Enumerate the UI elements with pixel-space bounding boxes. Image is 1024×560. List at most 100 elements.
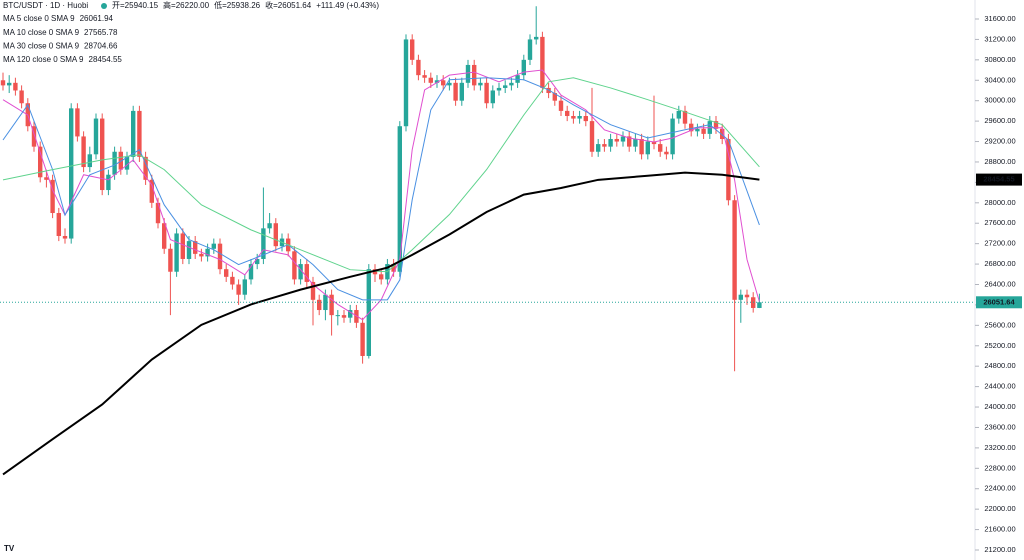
candle-body: [292, 251, 297, 280]
candle-body: [658, 144, 663, 152]
candle-body: [211, 243, 216, 249]
y-tick-label: 24000.00: [984, 402, 1015, 411]
y-tick-label: 30400.00: [984, 75, 1015, 84]
candle-body: [620, 136, 626, 142]
plot: [0, 6, 975, 476]
y-tick-label: 28800.00: [984, 157, 1015, 166]
y-tick-label: 27600.00: [984, 218, 1015, 227]
candle-body: [664, 151, 669, 155]
candle-body: [323, 294, 328, 311]
y-tick-label: 21600.00: [984, 525, 1015, 534]
y-tick-label: 29600.00: [984, 116, 1015, 125]
legend-value: 27565.78: [84, 28, 118, 37]
candle-body: [558, 100, 564, 111]
candle-body: [242, 279, 247, 295]
candle-body: [298, 264, 303, 280]
candle-body: [44, 177, 49, 180]
candle-body: [403, 39, 409, 127]
candle-body: [236, 284, 241, 295]
price-tag: [976, 296, 1022, 309]
y-tick-label: 29200.00: [984, 137, 1015, 146]
candle-body: [534, 36, 539, 40]
candle-body: [273, 223, 278, 247]
legend-value: 26061.94: [80, 14, 114, 23]
candle-body: [521, 59, 526, 76]
candle-body: [416, 59, 421, 76]
y-tick-label: 22400.00: [984, 484, 1015, 493]
y-tick-label: 28000.00: [984, 198, 1015, 207]
candle-body: [627, 136, 632, 147]
candle-body: [589, 121, 595, 152]
y-tick-label: 22800.00: [984, 463, 1015, 472]
candle-body: [205, 248, 210, 257]
candle-body: [50, 179, 55, 214]
candle-body: [199, 253, 204, 257]
candle-body: [0, 80, 6, 86]
candle-body: [155, 202, 161, 224]
y-tick-label: 30800.00: [984, 55, 1015, 64]
candle-body: [744, 294, 750, 298]
candle-body: [397, 126, 402, 272]
candle-body: [428, 77, 433, 83]
legend-label: MA 30 close 0 SMA 9: [3, 42, 80, 51]
candle-body: [379, 274, 384, 280]
candle-body: [174, 233, 179, 272]
legend-label: MA 10 close 0 SMA 9: [3, 28, 80, 37]
candle-body: [651, 141, 657, 145]
candle-body: [602, 144, 607, 147]
candle-body: [137, 110, 142, 157]
candle-body: [93, 118, 99, 155]
candle-body: [509, 82, 514, 86]
candle-body: [447, 82, 452, 86]
candle-body: [726, 138, 731, 201]
y-tick-label: 31200.00: [984, 34, 1015, 43]
candle-body: [267, 223, 272, 229]
status-dot: [101, 3, 107, 9]
candle-body: [689, 123, 694, 132]
candle-body: [732, 200, 737, 300]
candle-body: [217, 243, 223, 270]
candle-body: [248, 264, 254, 280]
candle-body: [360, 322, 365, 356]
candle-body: [676, 110, 681, 119]
candle-body: [75, 108, 80, 137]
candle-body: [757, 302, 762, 308]
candle-body: [422, 75, 427, 78]
candle-body: [633, 138, 638, 147]
candle-body: [608, 138, 613, 147]
candle-body: [453, 82, 458, 101]
legend-value: 28704.66: [84, 42, 118, 51]
candle-body: [335, 315, 340, 317]
candle-body: [186, 241, 192, 259]
ohlc-value: +111.49 (+0.43%): [316, 1, 379, 10]
candle-body: [230, 276, 235, 285]
ohlc-value: 高=26220.00: [163, 0, 210, 10]
header-ohlc: 开=25940.15 高=26220.00 低=25938.26 收=26051.64…: [112, 0, 379, 10]
candle-body: [441, 80, 446, 86]
candle-body: [713, 121, 719, 129]
candle-body: [149, 179, 154, 203]
axis: 21200.00 21600.00 22000.00 22400.00 22800.00…: [975, 14, 1022, 554]
candle-body: [472, 64, 477, 86]
legend-value: 28454.55: [89, 55, 123, 64]
candle-body: [695, 128, 700, 132]
candle-body: [410, 39, 415, 60]
candle-body: [261, 228, 266, 259]
y-tick-label: 31600.00: [984, 14, 1015, 23]
candle-body: [670, 118, 675, 155]
ohlc-value: 收=26051.64: [265, 0, 312, 10]
candle-body: [304, 264, 309, 282]
candle-body: [317, 299, 322, 311]
logo: TV: [4, 544, 15, 553]
y-tick-label: 21200.00: [984, 545, 1015, 554]
y-tick-label: 25200.00: [984, 341, 1015, 350]
ma-line: [2, 77, 760, 301]
y-tick-label: 24800.00: [984, 361, 1015, 370]
candle-body: [645, 141, 650, 155]
candle-body: [193, 241, 198, 254]
y-tick-label: 27200.00: [984, 239, 1015, 248]
candle-body: [614, 138, 619, 142]
candle-body: [478, 82, 483, 86]
candle-body: [87, 154, 92, 168]
